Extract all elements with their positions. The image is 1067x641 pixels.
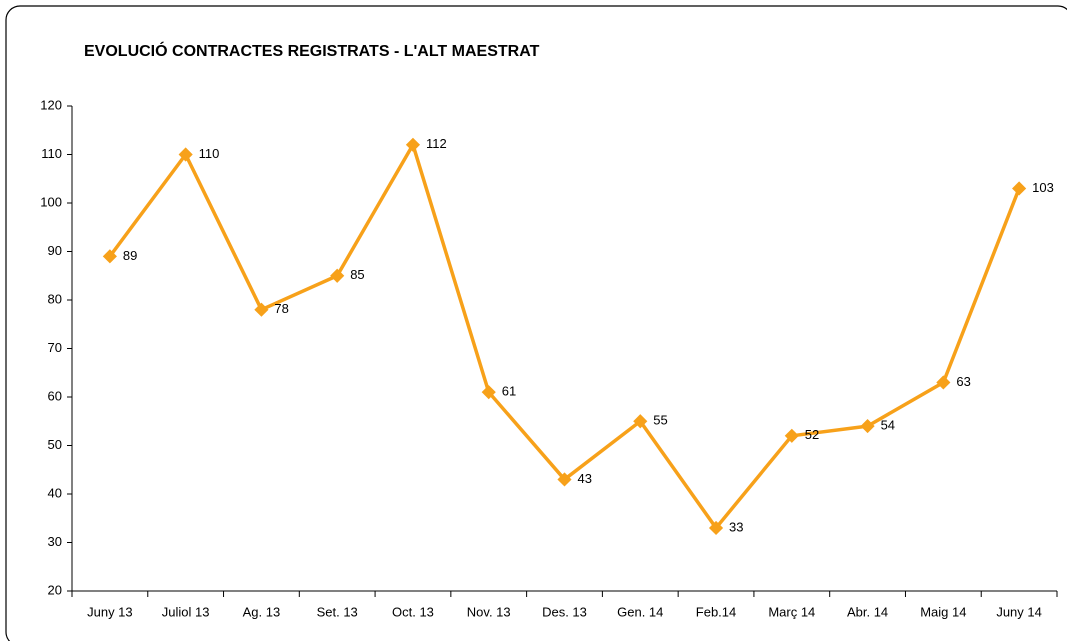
point [708,520,724,536]
x-tick-label: Maig 14 [920,604,966,619]
data-label: 43 [578,471,592,486]
x-tick-label: Abr. 14 [847,604,888,619]
data-label: 55 [653,413,667,428]
x-tick-label: Març 14 [768,604,815,619]
y-tick-label: 80 [48,291,62,306]
y-tick-label: 50 [48,437,62,452]
y-tick-label: 40 [48,485,62,500]
data-label: 54 [881,418,895,433]
data-label: 103 [1032,180,1054,195]
y-tick-label: 100 [40,194,62,209]
point [254,302,269,317]
y-tick-label: 110 [41,146,62,161]
point [1012,181,1027,196]
x-tick-label: Juliol 13 [162,604,210,619]
y-tick-label: 90 [48,243,62,258]
point [330,268,345,283]
point [405,137,421,152]
chart-title: EVOLUCIÓ CONTRACTES REGISTRATS - L'ALT M… [84,41,540,60]
data-label: 110 [199,146,220,161]
point [784,428,799,443]
point [936,375,951,390]
chart-frame [5,5,1067,641]
x-tick-label: Juny 14 [996,604,1042,619]
point [633,414,648,429]
y-tick-label: 70 [48,340,62,355]
data-label: 78 [274,301,288,316]
data-label: 61 [502,384,516,399]
point [557,472,572,487]
point [178,147,193,162]
x-tick-label: Juny 13 [87,604,133,619]
x-tick-label: Feb.14 [696,604,736,619]
x-tick-label: Des. 13 [542,604,587,619]
data-label: 85 [350,267,364,282]
data-label: 112 [426,136,447,151]
x-tick-label: Nov. 13 [467,604,511,619]
y-tick-label: 60 [48,388,62,403]
x-tick-label: Gen. 14 [617,604,663,619]
data-label: 63 [956,374,970,389]
y-tick-label: 20 [48,582,62,597]
point [860,419,875,434]
y-tick-label: 120 [40,97,62,112]
data-label: 33 [729,519,743,534]
data-label: 89 [123,248,137,263]
data-label: 52 [805,427,819,442]
y-tick-label: 30 [48,534,62,549]
x-tick-label: Set. 13 [317,604,358,619]
x-tick-label: Ag. 13 [243,604,281,619]
x-tick-label: Oct. 13 [392,604,434,619]
point [481,385,496,400]
